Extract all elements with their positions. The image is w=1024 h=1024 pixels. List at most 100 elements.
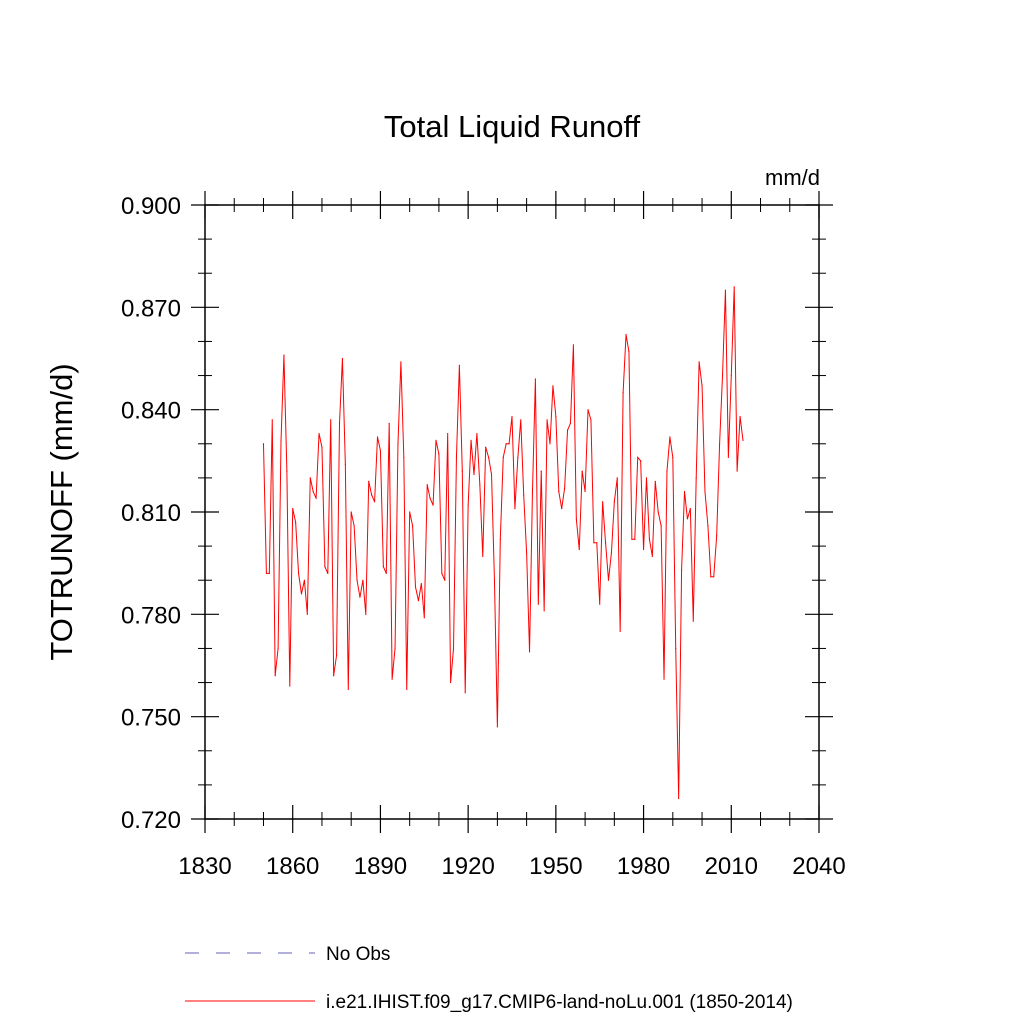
data-point — [526, 552, 528, 554]
data-point — [359, 596, 361, 598]
data-point — [271, 419, 273, 421]
data-point — [561, 507, 563, 510]
data-point — [523, 494, 525, 496]
data-point — [321, 446, 323, 448]
data-point — [344, 463, 346, 465]
data-point — [458, 364, 460, 366]
data-point — [669, 436, 671, 438]
data-point — [543, 610, 545, 612]
data-point — [327, 572, 329, 575]
data-point — [666, 470, 668, 472]
data-point — [549, 443, 551, 445]
data-point — [488, 456, 490, 459]
data-point — [508, 443, 510, 445]
chart-title: Total Liquid Runoff — [384, 109, 641, 144]
data-point — [689, 507, 691, 510]
data-point — [353, 525, 355, 527]
data-point — [505, 443, 507, 445]
data-point — [616, 477, 618, 479]
data-point — [379, 450, 382, 452]
data-point — [736, 470, 738, 472]
y-tick-label: 0.720 — [121, 807, 181, 834]
data-point — [701, 385, 703, 387]
data-point — [534, 378, 536, 380]
data-point — [707, 525, 709, 527]
data-point — [368, 480, 370, 482]
data-point — [479, 484, 481, 486]
data-point — [324, 565, 326, 568]
data-point — [265, 572, 267, 575]
data-point — [599, 603, 601, 605]
data-point — [587, 409, 589, 411]
data-point — [268, 572, 270, 575]
data-point — [300, 593, 303, 595]
x-tick-label: 1890 — [354, 853, 407, 880]
data-point — [388, 422, 390, 424]
data-point — [645, 477, 648, 479]
data-point — [496, 726, 498, 728]
y-axis-label: TOTRUNOFF (mm/d) — [44, 363, 79, 660]
data-point — [607, 579, 610, 581]
data-point — [622, 392, 624, 394]
data-point — [555, 415, 557, 418]
data-point — [417, 600, 420, 602]
data-point — [438, 453, 440, 455]
data-point — [289, 685, 291, 687]
legend-label-runoff: i.e21.IHIST.f09_g17.CMIP6-land-noLu.001 … — [326, 992, 793, 1013]
data-point — [283, 354, 285, 356]
data-point — [637, 456, 639, 459]
data-point — [531, 490, 534, 493]
data-point — [713, 576, 715, 578]
data-point — [575, 518, 577, 520]
data-point — [663, 678, 665, 680]
x-tick-label: 1920 — [441, 853, 494, 880]
data-point — [297, 572, 300, 575]
data-point — [584, 490, 586, 493]
series-line-runoff — [262, 286, 744, 799]
data-point — [470, 439, 472, 441]
data-point — [528, 651, 531, 653]
data-point — [356, 579, 358, 581]
data-point — [426, 484, 428, 486]
data-point — [648, 538, 651, 540]
data-point — [432, 504, 434, 506]
data-point — [634, 538, 636, 540]
data-point — [678, 797, 680, 800]
y-tick-label: 0.900 — [121, 193, 181, 220]
legend-label-no-obs: No Obs — [326, 944, 390, 965]
data-point — [680, 569, 683, 571]
data-point — [350, 511, 352, 513]
data-point — [371, 494, 373, 496]
data-point — [564, 487, 566, 489]
x-tick-label: 2010 — [705, 853, 758, 880]
data-point — [262, 443, 265, 445]
data-point — [423, 617, 425, 619]
data-point — [435, 439, 437, 441]
data-point — [450, 681, 452, 684]
data-point — [335, 654, 338, 656]
data-point — [362, 579, 364, 581]
data-point — [628, 351, 630, 353]
data-point — [590, 419, 592, 421]
data-point — [447, 432, 449, 435]
data-point — [578, 548, 580, 551]
x-tick-label: 1950 — [529, 853, 582, 880]
data-point — [546, 419, 548, 421]
data-point — [409, 511, 411, 513]
data-point — [727, 456, 729, 459]
data-point — [309, 477, 311, 479]
data-point — [485, 446, 487, 448]
data-point — [569, 422, 572, 424]
data-point — [683, 490, 686, 493]
data-point — [537, 603, 539, 605]
data-point — [274, 675, 276, 677]
data-point — [373, 501, 376, 503]
plot-frame — [204, 204, 820, 820]
data-point — [330, 419, 332, 421]
data-point — [461, 470, 463, 472]
data-point — [724, 289, 727, 291]
data-point — [452, 647, 455, 650]
data-point — [365, 613, 367, 615]
data-point — [651, 555, 653, 557]
units-label: mm/d — [765, 165, 820, 190]
